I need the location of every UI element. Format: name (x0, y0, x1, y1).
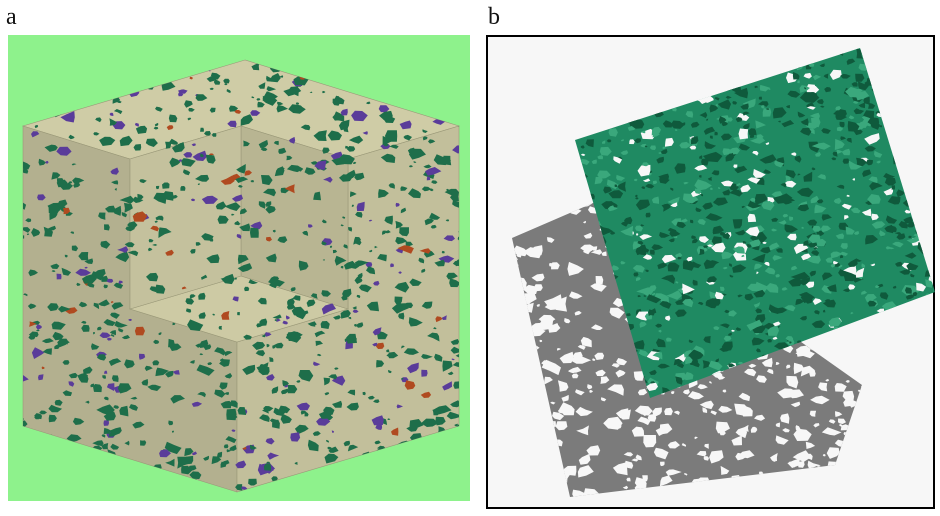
speckle (237, 312, 240, 315)
speckle (200, 128, 204, 132)
pore (739, 129, 749, 140)
pore (892, 185, 896, 189)
pore (646, 213, 651, 218)
pore (809, 370, 815, 377)
speckle (104, 224, 110, 230)
speckle (168, 421, 173, 426)
speckle (219, 326, 222, 330)
pore (596, 276, 604, 284)
speckle (443, 156, 451, 165)
pore (701, 158, 708, 165)
speckle (226, 409, 236, 421)
pore (650, 250, 655, 255)
speckle (250, 228, 259, 238)
figure: a b (0, 0, 940, 516)
pore (615, 184, 618, 187)
speckle (104, 420, 110, 426)
speckle (421, 370, 427, 377)
speckle (363, 392, 366, 395)
pore (636, 233, 638, 235)
speckle (135, 327, 145, 336)
pore (797, 80, 800, 83)
speckle (57, 274, 62, 280)
pore (811, 117, 821, 127)
page: a b (() => { const data = JSON.parse(doc… (0, 0, 940, 516)
pore (936, 111, 940, 117)
pore (715, 132, 718, 136)
pore (935, 385, 939, 389)
panel-label: a (6, 4, 17, 30)
pore (786, 176, 791, 182)
speckle (427, 176, 431, 180)
panel-label: b (488, 4, 500, 30)
pore (936, 131, 940, 134)
